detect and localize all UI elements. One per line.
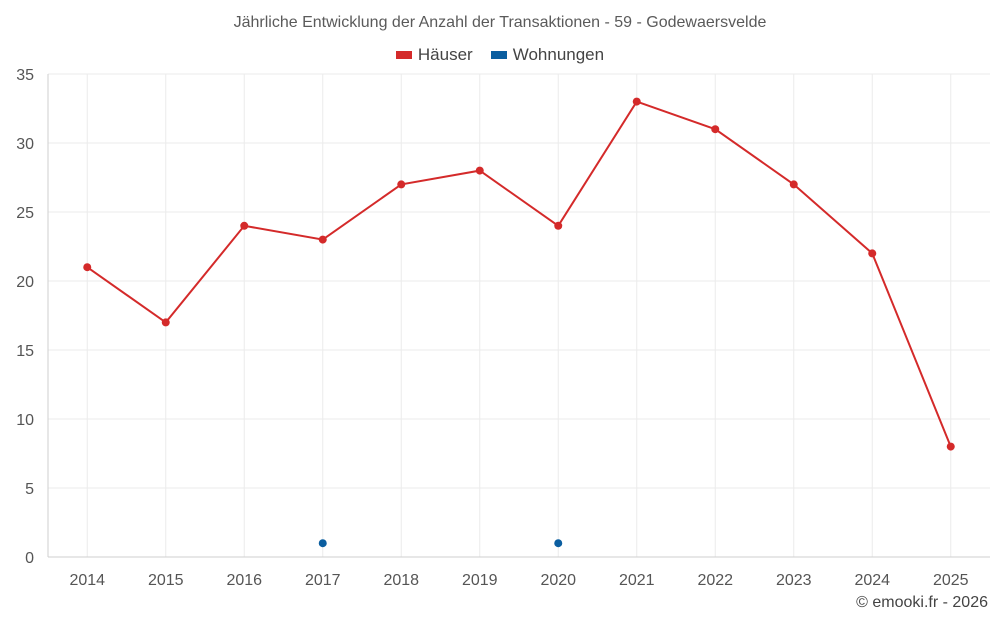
legend-swatch-wohnungen	[490, 51, 507, 59]
data-point-0[interactable]	[83, 263, 92, 272]
series-line-0	[86, 100, 952, 447]
legend: Häuser Wohnungen	[0, 45, 1000, 65]
data-point-0[interactable]	[161, 318, 170, 327]
data-point-0[interactable]	[240, 221, 249, 230]
x-tick-label: 2023	[776, 572, 812, 589]
chart-title: Jährliche Entwicklung der Anzahl der Tra…	[233, 14, 767, 31]
x-tick-label: 2020	[540, 572, 576, 589]
y-tick-label: 10	[16, 412, 34, 429]
y-tick-label: 25	[16, 205, 34, 222]
y-tick-label: 15	[16, 343, 34, 360]
y-tick-label: 30	[16, 136, 34, 153]
legend-item-wohnungen[interactable]: Wohnungen	[490, 45, 605, 65]
x-tick-label: 2015	[148, 572, 184, 589]
data-point-1[interactable]	[318, 539, 327, 548]
y-tick-label: 35	[16, 67, 34, 84]
x-tick-label: 2014	[69, 572, 105, 589]
x-tick-label: 2016	[226, 572, 262, 589]
legend-label-wohnungen: Wohnungen	[512, 45, 605, 64]
legend-label-haeuser: Häuser	[417, 45, 473, 64]
data-point-0[interactable]	[475, 166, 484, 175]
data-point-0[interactable]	[632, 97, 641, 106]
x-tick-label: 2022	[697, 572, 733, 589]
x-tick-label: 2017	[305, 572, 341, 589]
x-tick-label: 2018	[383, 572, 419, 589]
x-tick-label: 2021	[619, 572, 655, 589]
data-point-0[interactable]	[318, 235, 327, 244]
data-point-0[interactable]	[789, 180, 798, 189]
data-point-1[interactable]	[554, 539, 563, 548]
data-point-0[interactable]	[868, 249, 877, 258]
data-point-0[interactable]	[946, 442, 955, 451]
y-tick-label: 5	[25, 481, 34, 498]
legend-item-haeuser[interactable]: Häuser	[395, 45, 473, 65]
x-tick-label: 2025	[933, 572, 969, 589]
data-point-0[interactable]	[554, 221, 563, 230]
data-point-0[interactable]	[397, 180, 406, 189]
credit-text: © emooki.fr - 2026	[856, 594, 988, 611]
legend-swatch-haeuser	[395, 51, 412, 59]
y-tick-label: 0	[25, 550, 34, 567]
x-tick-label: 2024	[854, 572, 890, 589]
y-tick-label: 20	[16, 274, 34, 291]
data-point-0[interactable]	[711, 125, 720, 134]
x-tick-label: 2019	[462, 572, 498, 589]
